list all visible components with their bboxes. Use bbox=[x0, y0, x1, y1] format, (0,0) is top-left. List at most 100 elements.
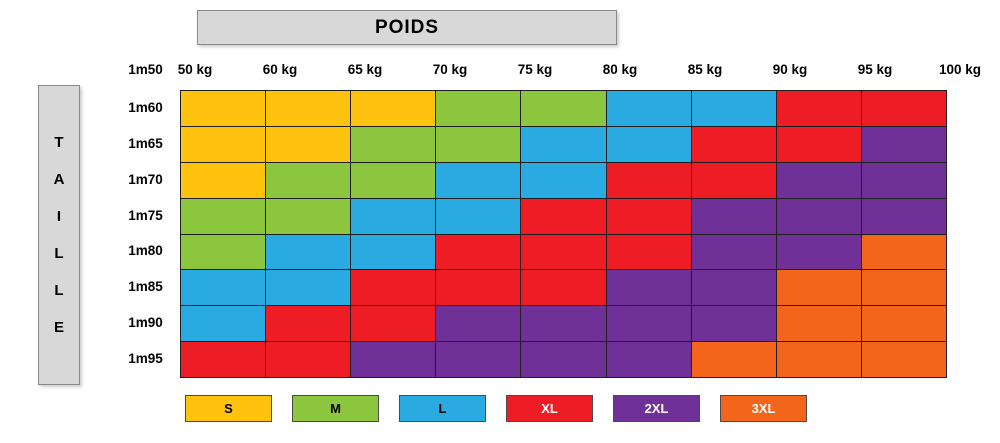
size-cell-r2-c7-XL bbox=[691, 126, 776, 162]
size-cell-r5-c1-M bbox=[181, 234, 266, 270]
weight-label-90-kg: 90 kg bbox=[772, 62, 808, 77]
size-cell-r5-c4-XL bbox=[436, 234, 521, 270]
size-cell-r5-c2-L bbox=[266, 234, 351, 270]
size-cell-r5-c5-XL bbox=[521, 234, 606, 270]
height-row-labels: 1m60 1m65 1m70 1m75 1m80 1m85 1m90 1m95 bbox=[118, 90, 173, 376]
size-cell-r1-c8-XL bbox=[776, 91, 861, 126]
size-cell-r1-c1-S bbox=[181, 91, 266, 126]
size-cell-r8-c5-2XL bbox=[521, 342, 606, 377]
size-cell-r4-c5-XL bbox=[521, 198, 606, 234]
size-cell-r8-c3-2XL bbox=[351, 342, 436, 377]
size-cell-r3-c5-L bbox=[521, 162, 606, 198]
size-cell-r2-c1-S bbox=[181, 126, 266, 162]
size-cell-r7-c4-2XL bbox=[436, 306, 521, 342]
size-cell-r2-c8-XL bbox=[776, 126, 861, 162]
size-cell-r7-c6-2XL bbox=[606, 306, 691, 342]
taille-axis-box: T A I L L E bbox=[38, 85, 80, 385]
height-label-1m85: 1m85 bbox=[128, 279, 163, 295]
size-cell-r2-c5-L bbox=[521, 126, 606, 162]
size-grid bbox=[180, 90, 947, 378]
poids-title-box: POIDS bbox=[197, 10, 617, 45]
size-cell-r6-c2-L bbox=[266, 270, 351, 306]
size-cell-r4-c1-M bbox=[181, 198, 266, 234]
size-cell-r4-c4-L bbox=[436, 198, 521, 234]
size-cell-r6-c9-3XL bbox=[861, 270, 946, 306]
size-cell-r5-c3-L bbox=[351, 234, 436, 270]
size-cell-r2-c6-L bbox=[606, 126, 691, 162]
height-label-1m95: 1m95 bbox=[128, 350, 163, 366]
size-cell-r6-c8-3XL bbox=[776, 270, 861, 306]
size-cell-r4-c2-M bbox=[266, 198, 351, 234]
size-cell-r1-c2-S bbox=[266, 91, 351, 126]
size-cell-r3-c2-M bbox=[266, 162, 351, 198]
height-label-1m75: 1m75 bbox=[128, 207, 163, 223]
size-cell-r2-c4-M bbox=[436, 126, 521, 162]
weight-label-80-kg: 80 kg bbox=[602, 62, 638, 77]
size-cell-r3-c7-XL bbox=[691, 162, 776, 198]
size-cell-r2-c9-2XL bbox=[861, 126, 946, 162]
size-legend: S M L XL 2XL 3XL bbox=[185, 395, 807, 422]
legend-item-3XL: 3XL bbox=[720, 395, 807, 422]
height-label-1m60: 1m60 bbox=[128, 100, 163, 116]
size-cell-r2-c2-S bbox=[266, 126, 351, 162]
size-cell-r7-c2-XL bbox=[266, 306, 351, 342]
size-cell-r7-c7-2XL bbox=[691, 306, 776, 342]
height-label-1m90: 1m90 bbox=[128, 314, 163, 330]
size-cell-r1-c3-S bbox=[351, 91, 436, 126]
height-label-1m70: 1m70 bbox=[128, 171, 163, 187]
size-cell-r4-c3-L bbox=[351, 198, 436, 234]
size-cell-r8-c9-3XL bbox=[861, 342, 946, 377]
taille-letter-0: T bbox=[54, 134, 64, 151]
size-cell-r6-c6-2XL bbox=[606, 270, 691, 306]
size-cell-r8-c1-XL bbox=[181, 342, 266, 377]
size-cell-r6-c3-XL bbox=[351, 270, 436, 306]
size-cell-r8-c8-3XL bbox=[776, 342, 861, 377]
size-cell-r5-c9-3XL bbox=[861, 234, 946, 270]
weight-label-65-kg: 65 kg bbox=[347, 62, 383, 77]
weight-label-75-kg: 75 kg bbox=[517, 62, 553, 77]
legend-item-XL: XL bbox=[506, 395, 593, 422]
size-cell-r3-c8-2XL bbox=[776, 162, 861, 198]
taille-letter-4: L bbox=[54, 282, 64, 299]
size-cell-r7-c9-3XL bbox=[861, 306, 946, 342]
size-cell-r4-c6-XL bbox=[606, 198, 691, 234]
size-cell-r6-c4-XL bbox=[436, 270, 521, 306]
size-cell-r3-c9-2XL bbox=[861, 162, 946, 198]
height-label-1m80: 1m80 bbox=[128, 243, 163, 259]
height-label-1m65: 1m65 bbox=[128, 136, 163, 152]
legend-item-L: L bbox=[399, 395, 486, 422]
legend-item-S: S bbox=[185, 395, 272, 422]
size-cell-r6-c5-XL bbox=[521, 270, 606, 306]
size-cell-r8-c7-3XL bbox=[691, 342, 776, 377]
legend-item-M: M bbox=[292, 395, 379, 422]
size-cell-r6-c7-2XL bbox=[691, 270, 776, 306]
size-cell-r7-c8-3XL bbox=[776, 306, 861, 342]
size-cell-r1-c4-M bbox=[436, 91, 521, 126]
size-cell-r5-c7-2XL bbox=[691, 234, 776, 270]
weight-label-100-kg: 100 kg bbox=[938, 62, 982, 77]
size-cell-r4-c9-2XL bbox=[861, 198, 946, 234]
size-cell-r3-c4-L bbox=[436, 162, 521, 198]
weight-label-70-kg: 70 kg bbox=[432, 62, 468, 77]
weight-label-50-kg: 50 kg bbox=[177, 62, 213, 77]
taille-letter-1: A bbox=[53, 171, 65, 188]
size-cell-r7-c1-L bbox=[181, 306, 266, 342]
weight-label-60-kg: 60 kg bbox=[262, 62, 298, 77]
weight-label-85-kg: 85 kg bbox=[687, 62, 723, 77]
size-cell-r1-c5-M bbox=[521, 91, 606, 126]
size-cell-r7-c3-XL bbox=[351, 306, 436, 342]
size-cell-r2-c3-M bbox=[351, 126, 436, 162]
poids-title: POIDS bbox=[374, 16, 440, 38]
size-cell-r4-c7-2XL bbox=[691, 198, 776, 234]
size-cell-r4-c8-2XL bbox=[776, 198, 861, 234]
size-cell-r8-c4-2XL bbox=[436, 342, 521, 377]
size-cell-r1-c6-L bbox=[606, 91, 691, 126]
legend-item-2XL: 2XL bbox=[613, 395, 700, 422]
size-cell-r7-c5-2XL bbox=[521, 306, 606, 342]
size-cell-r6-c1-L bbox=[181, 270, 266, 306]
weight-label-95-kg: 95 kg bbox=[857, 62, 893, 77]
size-cell-r3-c1-S bbox=[181, 162, 266, 198]
size-cell-r8-c6-2XL bbox=[606, 342, 691, 377]
taille-letter-2: I bbox=[56, 208, 62, 225]
